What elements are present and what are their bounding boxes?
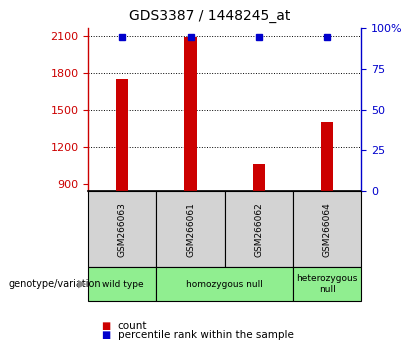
Bar bbox=[184, 37, 197, 191]
Bar bbox=[321, 122, 333, 191]
Text: ▶: ▶ bbox=[78, 279, 86, 289]
Text: GSM266064: GSM266064 bbox=[323, 202, 331, 257]
Text: homozygous null: homozygous null bbox=[186, 280, 263, 289]
Text: GSM266062: GSM266062 bbox=[255, 202, 263, 257]
Text: heterozygous
null: heterozygous null bbox=[297, 274, 358, 294]
Text: GSM266061: GSM266061 bbox=[186, 202, 195, 257]
Text: GDS3387 / 1448245_at: GDS3387 / 1448245_at bbox=[129, 9, 291, 23]
Text: wild type: wild type bbox=[102, 280, 143, 289]
Text: ■: ■ bbox=[101, 330, 110, 339]
Text: percentile rank within the sample: percentile rank within the sample bbox=[118, 330, 294, 339]
Bar bbox=[253, 164, 265, 191]
Text: GSM266063: GSM266063 bbox=[118, 202, 127, 257]
Text: count: count bbox=[118, 321, 147, 331]
Bar bbox=[116, 79, 129, 191]
Text: genotype/variation: genotype/variation bbox=[8, 279, 101, 289]
Text: ■: ■ bbox=[101, 321, 110, 331]
